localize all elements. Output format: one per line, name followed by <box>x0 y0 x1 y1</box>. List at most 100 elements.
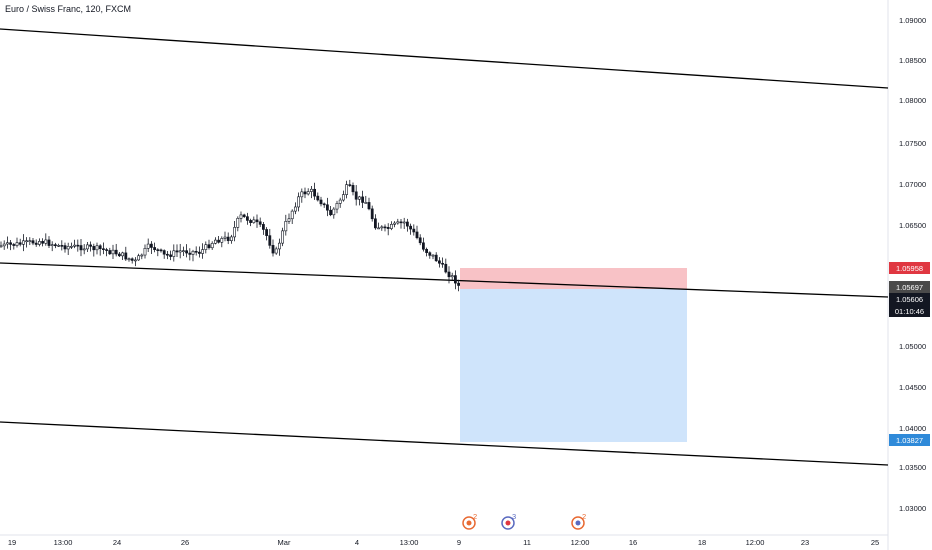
candle-body <box>6 242 9 245</box>
candle-body <box>293 206 297 212</box>
time-axis-label: 11 <box>523 538 531 547</box>
candle-body <box>79 245 83 251</box>
candle-body <box>66 246 70 250</box>
price-axis-label: 1.06500 <box>899 221 926 230</box>
candle-body <box>134 259 137 262</box>
candle-body <box>322 203 326 206</box>
candle-body <box>111 249 115 255</box>
price-axis-label: 1.03000 <box>899 504 926 513</box>
candle-body <box>303 191 307 195</box>
candle-body <box>95 245 99 251</box>
candle-body <box>428 252 432 256</box>
candle-body <box>12 244 16 246</box>
take-profit-zone[interactable] <box>460 289 687 442</box>
candle-body <box>325 204 329 211</box>
candle-body <box>447 271 451 278</box>
candle-body <box>287 218 291 222</box>
candle-body <box>86 244 89 250</box>
candle-body <box>118 253 121 257</box>
price-axis-label: 1.09000 <box>899 16 926 25</box>
candle-body <box>146 243 150 249</box>
channel-lower-line[interactable] <box>0 421 889 466</box>
candle-body <box>370 208 374 220</box>
time-axis-label: Mar <box>278 538 291 547</box>
candle-body <box>15 242 19 246</box>
time-axis-label: 13:00 <box>400 538 419 547</box>
time-axis-label: 18 <box>698 538 706 547</box>
time-axis: 19 13:00 24 26 Mar 4 13:00 9 11 12:00 16 18 12:00 23 2… <box>8 538 879 547</box>
candle-body <box>220 238 224 243</box>
candle-body <box>361 196 365 203</box>
candle-body <box>313 188 317 197</box>
candle-body <box>233 227 237 238</box>
candle-body <box>41 241 45 244</box>
candle-body <box>415 231 419 239</box>
channel-upper-line[interactable] <box>0 28 889 89</box>
candle-body <box>18 242 22 245</box>
candle-body <box>409 225 413 230</box>
candle-body <box>354 191 358 200</box>
candle-body <box>421 242 425 250</box>
candle-body <box>441 262 445 265</box>
event-marker-1[interactable]: 2 <box>462 512 477 530</box>
candle-body <box>268 235 272 246</box>
candle-body <box>130 258 134 261</box>
candle-body <box>393 222 397 225</box>
time-axis-label: 24 <box>113 538 121 547</box>
candle-body <box>137 255 141 261</box>
channel-middle-line[interactable] <box>0 262 889 298</box>
candle-body <box>431 254 435 257</box>
symbol-title: Euro / Swiss Franc, 120, FXCM <box>5 4 132 14</box>
current-price-value: 1.05606 <box>896 295 923 304</box>
candle-body <box>156 249 160 251</box>
time-axis-label: 12:00 <box>746 538 765 547</box>
candle-body <box>437 260 441 264</box>
current-price-tag: 1.05606 <box>889 293 930 305</box>
time-axis-label: 4 <box>355 538 359 547</box>
time-axis-label: 16 <box>629 538 637 547</box>
candle-body <box>223 236 227 239</box>
candle-body <box>124 252 128 260</box>
candle-body <box>226 236 230 241</box>
price-axis-label: 1.04000 <box>899 424 926 433</box>
candle-body <box>207 244 211 249</box>
candle-body <box>70 245 73 248</box>
candle-body <box>230 236 233 241</box>
candle-body <box>453 275 457 284</box>
time-axis-label: 26 <box>181 538 189 547</box>
candle-body <box>143 248 147 256</box>
candle-body <box>383 226 387 229</box>
candle-body <box>73 244 77 247</box>
candle-body <box>380 226 384 229</box>
candle-body <box>89 244 93 247</box>
time-axis-label: 25 <box>871 538 879 547</box>
candle-body <box>386 227 390 229</box>
candle-body <box>316 195 320 201</box>
stop-loss-zone[interactable] <box>460 268 687 289</box>
candle-body <box>290 210 294 220</box>
candle-body <box>425 248 429 253</box>
candle-body <box>201 249 205 254</box>
candle-body <box>367 202 371 210</box>
candle-body <box>277 242 281 250</box>
candlestick-series <box>0 179 461 292</box>
candle-body <box>53 244 57 247</box>
candle-body <box>25 240 29 243</box>
candle-body <box>300 191 304 198</box>
candle-body <box>105 249 109 251</box>
event-marker-3[interactable]: 2 <box>571 512 586 530</box>
candle-body <box>255 219 259 223</box>
candle-body <box>28 240 32 242</box>
candle-body <box>37 241 41 245</box>
candle-body <box>450 275 454 278</box>
price-axis-label: 1.04500 <box>899 383 926 392</box>
candle-body <box>191 250 195 255</box>
candle-body <box>102 248 105 250</box>
candle-body <box>31 240 35 244</box>
candle-body <box>204 244 208 250</box>
candle-body <box>47 239 51 246</box>
candle-body <box>364 202 368 204</box>
candle-body <box>198 251 201 254</box>
event-marker-2[interactable]: 3 <box>501 512 516 530</box>
